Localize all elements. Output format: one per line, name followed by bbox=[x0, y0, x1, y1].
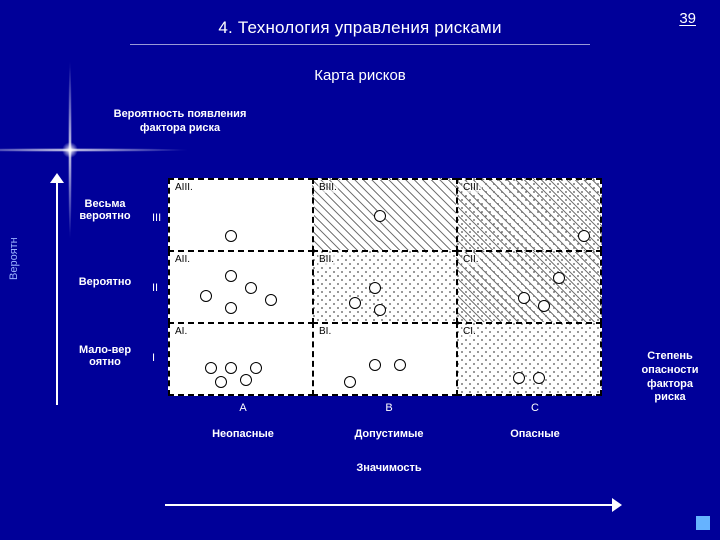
cell-r0c0: AIII. bbox=[168, 178, 314, 252]
col-code-c: C bbox=[462, 402, 608, 414]
cell-r0c2: CIII. bbox=[456, 178, 602, 252]
data-point bbox=[394, 359, 406, 371]
data-point bbox=[215, 376, 227, 388]
row-label-2: Вероятно bbox=[65, 276, 145, 288]
cell-r1c2: CII. bbox=[456, 250, 602, 324]
data-point bbox=[245, 282, 257, 294]
cell-r0c1: BIII. bbox=[312, 178, 458, 252]
x-axis-bottom-label: Значимость bbox=[316, 462, 462, 474]
slide-subtitle: Карта рисков bbox=[0, 67, 720, 84]
data-point bbox=[538, 300, 550, 312]
data-point bbox=[349, 297, 361, 309]
data-point bbox=[578, 230, 590, 242]
data-point bbox=[205, 362, 217, 374]
cell-r2c1: BI. bbox=[312, 322, 458, 396]
x-axis-arrow bbox=[165, 498, 620, 512]
corner-square-icon bbox=[696, 516, 710, 530]
cell-r1c1: BII. bbox=[312, 250, 458, 324]
data-point bbox=[374, 210, 386, 222]
page-number: 39 bbox=[679, 10, 696, 27]
y-axis-side-label: Вероятн bbox=[8, 237, 20, 280]
x-axis-title: Степень опасности фактора риска bbox=[630, 350, 710, 405]
data-point bbox=[513, 372, 525, 384]
data-point bbox=[240, 374, 252, 386]
data-point bbox=[225, 362, 237, 374]
row-label-3: Весьма вероятно bbox=[65, 198, 145, 222]
cell-label: CII. bbox=[462, 254, 480, 265]
data-point bbox=[344, 376, 356, 388]
cell-label: BII. bbox=[318, 254, 335, 265]
cell-r2c0: AI. bbox=[168, 322, 314, 396]
cell-label: CIII. bbox=[462, 182, 482, 193]
cell-label: BIII. bbox=[318, 182, 338, 193]
slide-title: 4. Технология управления рисками bbox=[0, 18, 720, 45]
row-roman-2: II bbox=[152, 282, 158, 294]
cell-label: BI. bbox=[318, 326, 332, 337]
data-point bbox=[553, 272, 565, 284]
data-point bbox=[225, 302, 237, 314]
cell-label: AI. bbox=[174, 326, 188, 337]
col-label-a: Неопасные bbox=[170, 428, 316, 440]
data-point bbox=[225, 230, 237, 242]
cell-label: AIII. bbox=[174, 182, 194, 193]
cell-label: CI. bbox=[462, 326, 477, 337]
data-point bbox=[374, 304, 386, 316]
cell-label: AII. bbox=[174, 254, 191, 265]
row-roman-3: III bbox=[152, 212, 161, 224]
data-point bbox=[200, 290, 212, 302]
y-axis-title: Вероятность появления фактора риска bbox=[110, 108, 250, 136]
data-point bbox=[225, 270, 237, 282]
data-point bbox=[369, 282, 381, 294]
col-label-b: Допустимые bbox=[316, 428, 462, 440]
row-label-1: Мало-вер оятно bbox=[65, 344, 145, 368]
data-point bbox=[533, 372, 545, 384]
cell-r2c2: CI. bbox=[456, 322, 602, 396]
data-point bbox=[369, 359, 381, 371]
cell-r1c0: AII. bbox=[168, 250, 314, 324]
col-label-c: Опасные bbox=[462, 428, 608, 440]
col-code-b: B bbox=[316, 402, 462, 414]
data-point bbox=[250, 362, 262, 374]
data-point bbox=[518, 292, 530, 304]
data-point bbox=[265, 294, 277, 306]
col-code-a: A bbox=[170, 402, 316, 414]
lens-flare bbox=[70, 150, 71, 151]
y-axis-arrow bbox=[50, 175, 64, 405]
row-roman-1: I bbox=[152, 352, 155, 364]
risk-matrix: AIII. BIII. CIII. AII. BII. CII. AI. BI. CI. bbox=[170, 180, 610, 396]
